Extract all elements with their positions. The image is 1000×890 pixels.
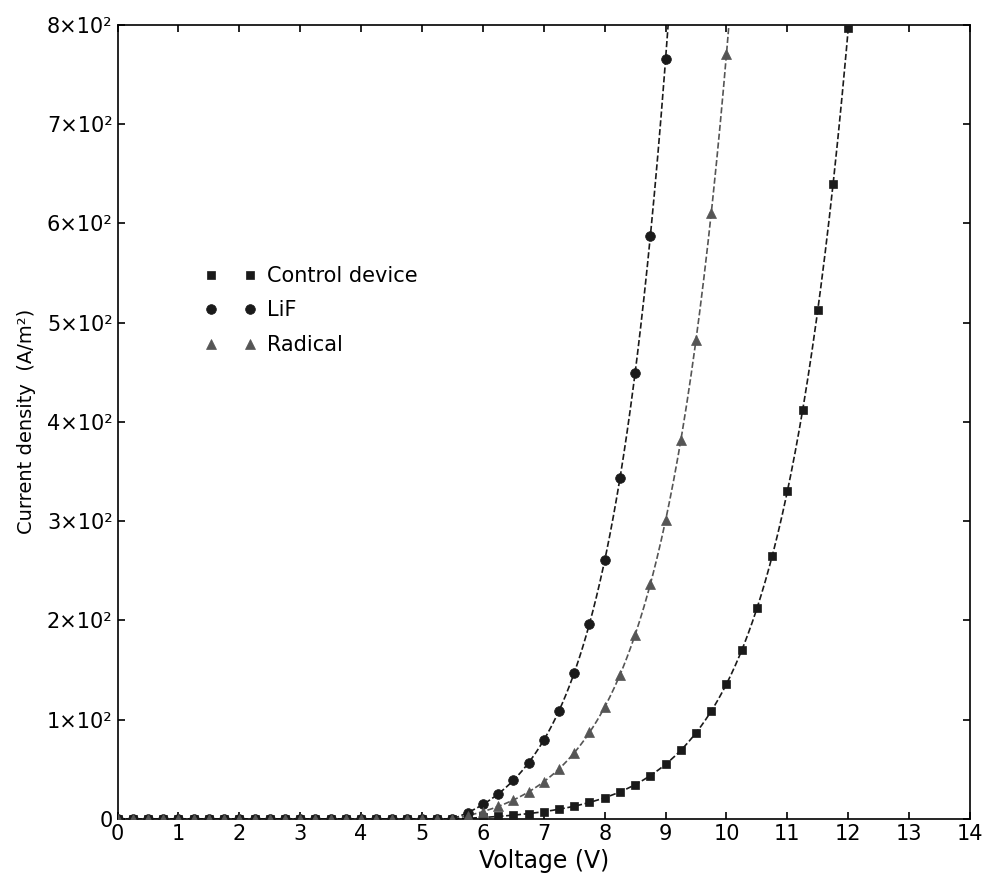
LiF	[477, 799, 489, 810]
Radical	[112, 813, 124, 824]
Line: Control device: Control device	[113, 11, 974, 823]
X-axis label: Voltage (V): Voltage (V)	[479, 849, 609, 873]
LiF	[142, 813, 154, 824]
Control device	[142, 813, 154, 824]
LiF	[964, 10, 976, 20]
Radical	[964, 10, 976, 20]
Control device	[705, 706, 717, 716]
Line: Radical: Radical	[113, 10, 975, 824]
Control device	[340, 813, 352, 824]
LiF	[720, 10, 732, 20]
Control device	[858, 10, 870, 20]
Line: LiF: LiF	[113, 10, 975, 824]
Y-axis label: Current density  (A/m²): Current density (A/m²)	[17, 309, 36, 534]
Radical	[736, 10, 748, 20]
LiF	[705, 10, 717, 20]
Radical	[157, 813, 169, 824]
Radical	[142, 813, 154, 824]
Radical	[477, 806, 489, 817]
Radical	[340, 813, 352, 824]
Control device	[964, 10, 976, 20]
Radical	[690, 335, 702, 345]
LiF	[157, 813, 169, 824]
Legend: Control device, LiF, Radical: Control device, LiF, Radical	[196, 257, 426, 363]
Control device	[690, 727, 702, 738]
Control device	[112, 813, 124, 824]
LiF	[112, 813, 124, 824]
Control device	[477, 812, 489, 822]
LiF	[340, 813, 352, 824]
Radical	[705, 207, 717, 218]
Control device	[157, 813, 169, 824]
LiF	[675, 10, 687, 20]
